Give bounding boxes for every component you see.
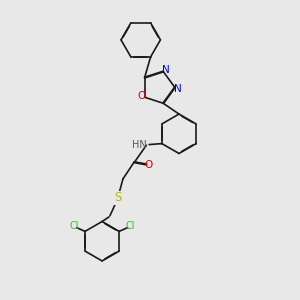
Text: Cl: Cl [69,221,79,231]
Text: S: S [114,191,122,204]
Text: Cl: Cl [125,221,135,231]
Text: N: N [162,65,170,75]
Text: O: O [144,160,153,170]
Text: O: O [138,91,146,101]
Text: HN: HN [132,140,147,150]
Text: N: N [174,84,182,94]
